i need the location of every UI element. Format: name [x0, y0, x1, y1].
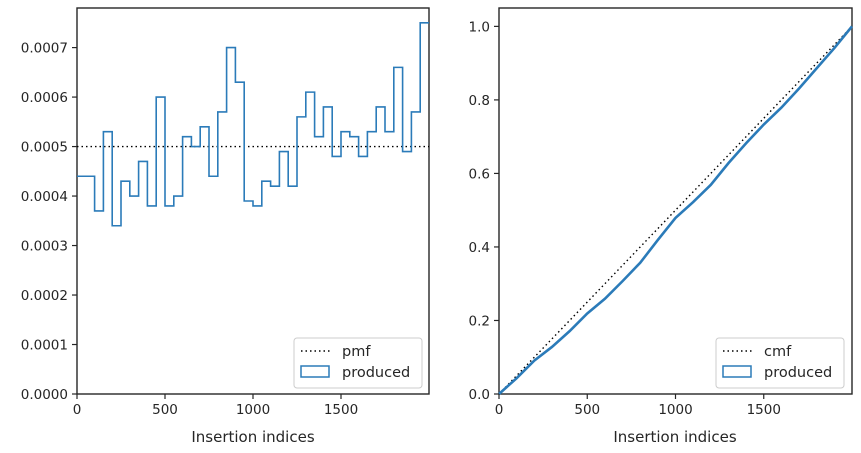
right-x-axis-label: Insertion indices [613, 428, 736, 446]
right-y-ticks: 0.0 0.2 0.4 0.6 0.8 1.0 [469, 19, 499, 403]
y-tick-label: 0.0005 [21, 140, 68, 156]
right-legend: cmf produced [715, 337, 845, 389]
x-tick-label: 1500 [747, 402, 781, 418]
left-legend: pmf produced [293, 337, 423, 389]
right-x-ticks: 0 500 1000 1500 [495, 394, 781, 418]
x-tick-label: 1000 [236, 402, 270, 418]
legend-produced-label: produced [342, 365, 410, 381]
y-tick-label: 0.0002 [21, 288, 68, 304]
legend-pmf-label: pmf [342, 344, 371, 360]
y-tick-label: 0.0000 [21, 387, 68, 403]
right-legend-box [715, 337, 845, 389]
x-tick-label: 500 [574, 402, 600, 418]
y-tick-label: 0.0003 [21, 239, 68, 255]
right-plot-frame [498, 7, 853, 395]
legend-produced-swatch [722, 365, 752, 378]
x-tick-label: 0 [495, 402, 504, 418]
left-x-axis-label: Insertion indices [191, 428, 314, 446]
produced-cumulative-step [498, 25, 854, 395]
x-tick-label: 0 [73, 402, 82, 418]
x-tick-label: 500 [152, 402, 178, 418]
y-tick-label: 0.6 [469, 166, 490, 182]
left-y-ticks: 0.0000 0.0001 0.0002 0.0003 0.0004 0.0005 0.00… [21, 41, 77, 403]
left-legend-box [293, 337, 423, 389]
y-tick-label: 1.0 [469, 19, 490, 35]
produced-histogram-step [77, 22, 429, 227]
y-tick-label: 0.0 [469, 387, 490, 403]
legend-produced-label: produced [764, 365, 832, 381]
y-tick-label: 0.0006 [21, 90, 68, 106]
y-tick-label: 0.8 [469, 93, 490, 109]
histogram-panel: 0 500 1000 1500 0.00000.00010.00020.00030.0… [21, 7, 430, 446]
y-tick-label: 0.0001 [21, 338, 68, 354]
x-tick-label: 1500 [324, 402, 358, 418]
y-tick-label: 0.0004 [21, 189, 68, 205]
left-x-ticks: 0 500 1000 1500 [73, 394, 358, 418]
y-tick-label: 0.4 [469, 240, 490, 256]
y-tick-label: 0.2 [469, 313, 490, 329]
x-tick-label: 1000 [658, 402, 692, 418]
legend-produced-swatch [300, 365, 330, 378]
legend-cmf-label: cmf [764, 344, 792, 360]
cumulative-panel: 0 500 1000 1500 0.0 0.2 0.4 0.6 0.8 1.0 Insertio… [469, 7, 854, 446]
y-tick-label: 0.0007 [21, 41, 68, 57]
